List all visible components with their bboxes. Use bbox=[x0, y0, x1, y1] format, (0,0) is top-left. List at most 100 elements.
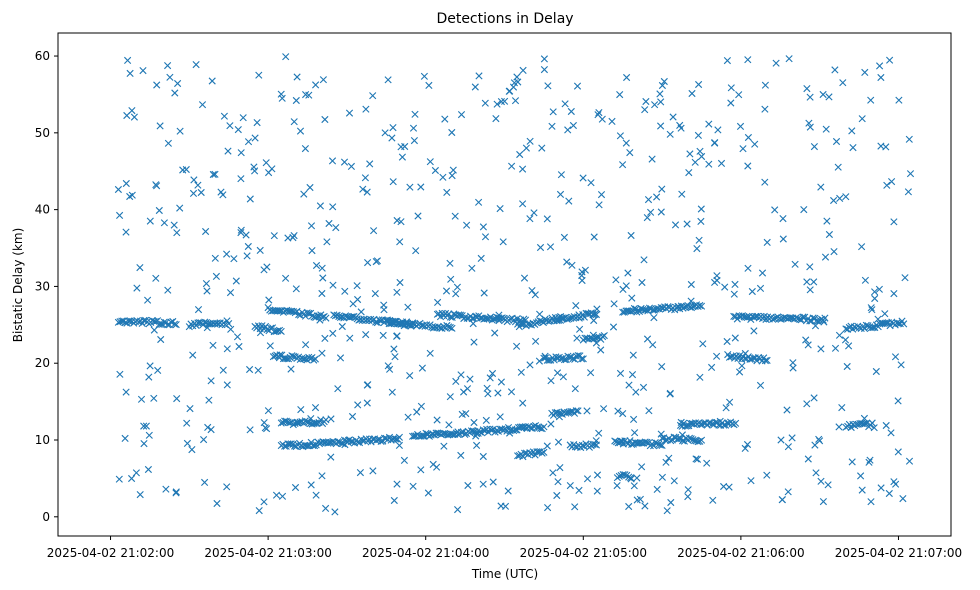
data-point bbox=[443, 188, 451, 196]
data-point bbox=[319, 76, 327, 84]
data-point bbox=[547, 377, 555, 385]
data-point bbox=[651, 101, 659, 109]
data-point bbox=[362, 105, 370, 113]
data-point bbox=[124, 56, 132, 64]
data-point bbox=[678, 190, 686, 198]
data-point bbox=[761, 81, 769, 89]
data-point bbox=[499, 238, 507, 246]
data-point bbox=[414, 212, 422, 220]
data-point bbox=[448, 324, 456, 332]
data-point bbox=[543, 215, 551, 223]
data-point bbox=[628, 440, 636, 448]
data-point bbox=[153, 81, 161, 89]
data-point bbox=[624, 269, 632, 277]
data-point bbox=[671, 221, 680, 229]
data-point bbox=[321, 334, 329, 342]
data-point bbox=[761, 357, 769, 365]
data-point bbox=[657, 208, 665, 216]
data-point bbox=[126, 192, 134, 201]
data-point bbox=[658, 434, 666, 442]
data-point bbox=[457, 371, 465, 379]
data-point bbox=[848, 458, 856, 466]
data-point bbox=[711, 139, 719, 147]
data-point bbox=[391, 353, 399, 361]
data-point bbox=[302, 341, 310, 349]
data-point bbox=[651, 439, 659, 447]
y-tick-label: 20 bbox=[35, 356, 50, 370]
data-point bbox=[318, 289, 326, 298]
data-point bbox=[322, 416, 330, 424]
data-point bbox=[338, 322, 346, 331]
data-point bbox=[564, 126, 572, 134]
data-point bbox=[632, 388, 640, 396]
data-point bbox=[246, 426, 254, 434]
data-point bbox=[115, 475, 123, 483]
data-point bbox=[489, 478, 497, 486]
data-point bbox=[630, 415, 638, 423]
data-point bbox=[699, 340, 707, 348]
data-point bbox=[684, 486, 692, 494]
data-point bbox=[473, 441, 481, 449]
data-point bbox=[205, 396, 213, 404]
data-point bbox=[547, 420, 555, 428]
data-point bbox=[170, 320, 179, 328]
data-point bbox=[470, 338, 478, 346]
data-point bbox=[348, 412, 357, 421]
data-point bbox=[616, 369, 625, 377]
data-point bbox=[526, 424, 534, 432]
data-point bbox=[821, 253, 830, 261]
data-point bbox=[519, 200, 527, 208]
data-point bbox=[260, 419, 268, 427]
data-point bbox=[865, 458, 873, 466]
data-point bbox=[211, 254, 219, 262]
data-point bbox=[626, 149, 634, 157]
data-point bbox=[600, 332, 608, 340]
data-point bbox=[488, 369, 497, 378]
data-point bbox=[705, 120, 713, 128]
data-point bbox=[817, 183, 825, 191]
data-point bbox=[695, 80, 703, 89]
data-point bbox=[282, 53, 290, 61]
data-point bbox=[845, 342, 853, 350]
data-point bbox=[311, 404, 320, 412]
data-point bbox=[732, 419, 740, 427]
data-point bbox=[462, 410, 470, 418]
data-point bbox=[504, 487, 512, 495]
data-point bbox=[464, 481, 472, 490]
data-point bbox=[831, 66, 839, 74]
data-point bbox=[312, 491, 320, 499]
data-point bbox=[622, 139, 630, 147]
data-point bbox=[201, 318, 209, 326]
data-point bbox=[876, 62, 884, 70]
data-point bbox=[434, 298, 442, 306]
data-point bbox=[802, 336, 810, 344]
data-point bbox=[727, 84, 735, 92]
data-point bbox=[182, 165, 190, 174]
data-point bbox=[616, 132, 624, 140]
data-point bbox=[779, 215, 787, 223]
data-point bbox=[543, 442, 551, 450]
data-point bbox=[731, 280, 739, 288]
data-point bbox=[223, 345, 231, 353]
data-point bbox=[886, 56, 894, 64]
data-point bbox=[123, 111, 131, 120]
data-point bbox=[540, 423, 548, 431]
data-point bbox=[576, 325, 584, 333]
data-point bbox=[696, 301, 704, 310]
data-point bbox=[130, 113, 138, 121]
data-point bbox=[497, 98, 505, 106]
data-point bbox=[708, 363, 716, 371]
data-point bbox=[282, 274, 290, 282]
data-point bbox=[449, 166, 457, 174]
data-point bbox=[244, 138, 253, 146]
data-point bbox=[867, 304, 875, 312]
data-point bbox=[160, 219, 168, 227]
data-point bbox=[393, 288, 401, 296]
data-point bbox=[426, 158, 434, 166]
data-point bbox=[532, 337, 540, 345]
data-point bbox=[587, 179, 595, 187]
data-point bbox=[209, 341, 217, 349]
data-point bbox=[625, 473, 633, 481]
data-point bbox=[516, 150, 524, 159]
data-point bbox=[481, 99, 489, 107]
